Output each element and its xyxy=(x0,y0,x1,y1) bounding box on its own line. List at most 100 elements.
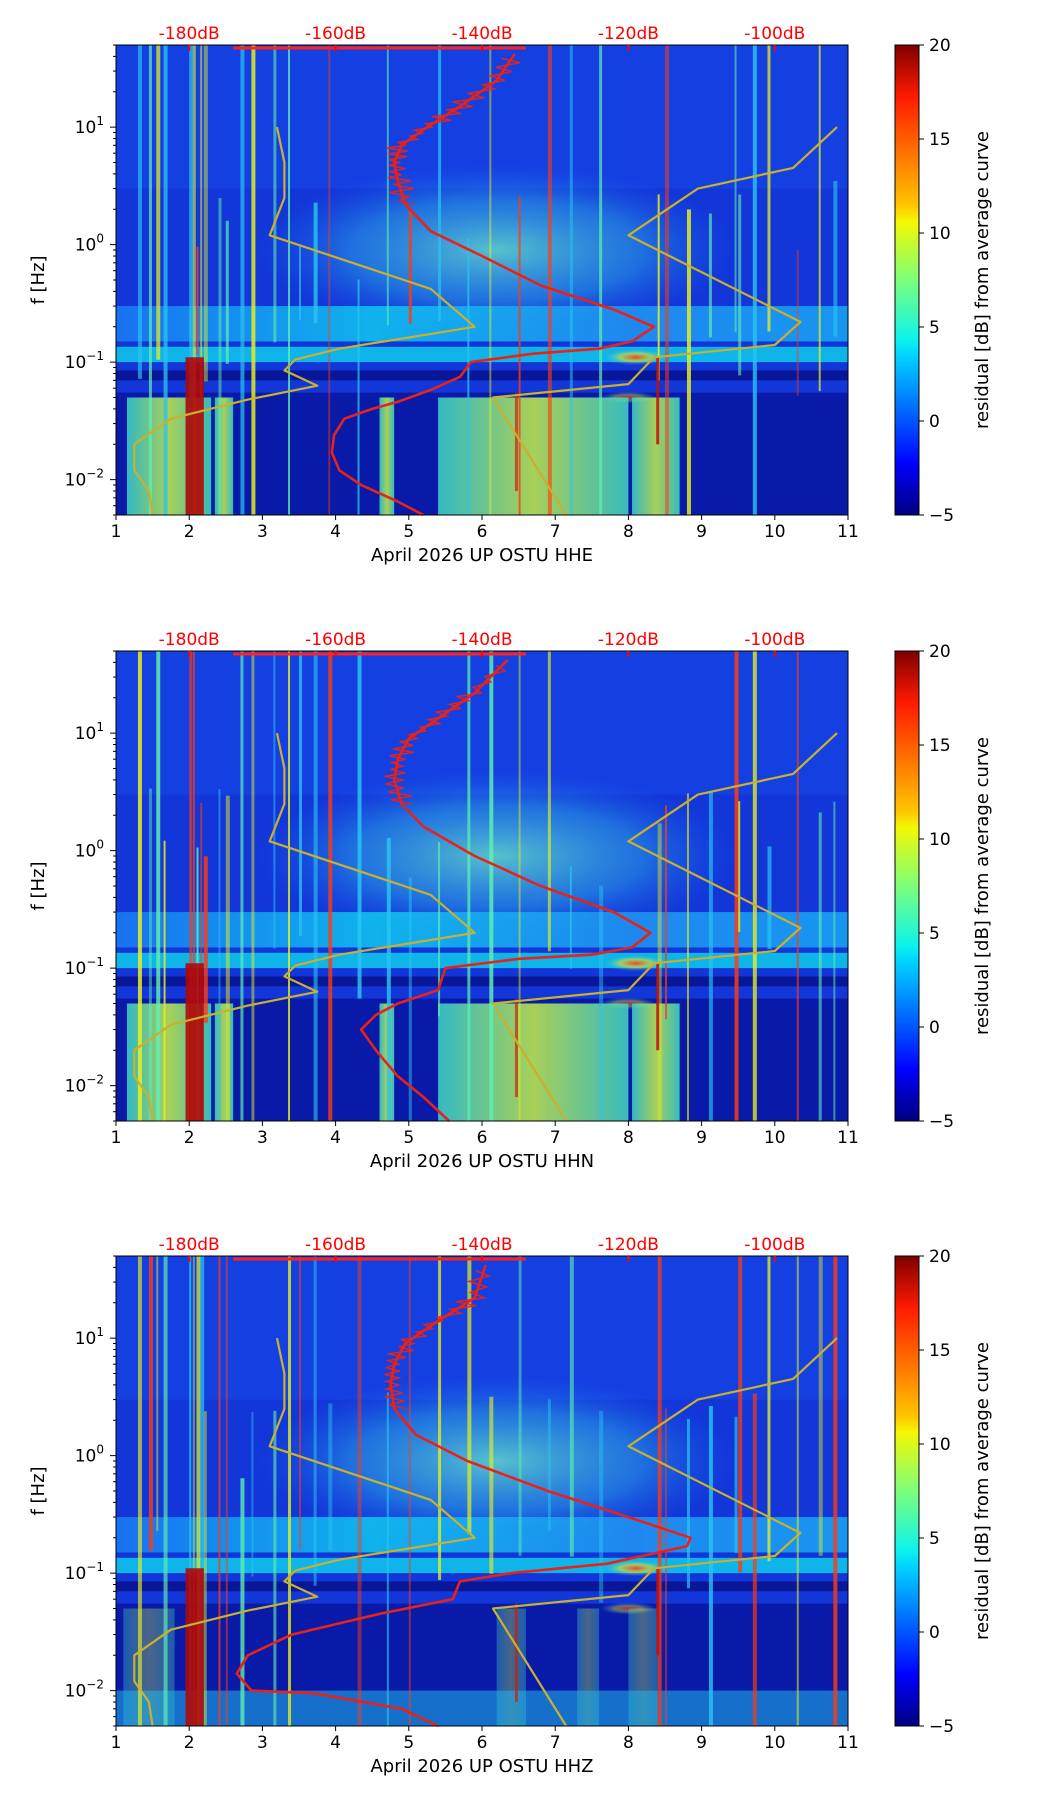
transient-streak xyxy=(767,846,772,949)
average-psd-curve xyxy=(235,1264,692,1728)
top-axis-label: -140dB xyxy=(451,630,512,650)
top-axis-label: -100dB xyxy=(744,630,805,650)
top-axis-label: -140dB xyxy=(451,1235,512,1255)
transient-streak xyxy=(467,651,471,1121)
transient-streak xyxy=(657,1256,662,1726)
low-noise-model-line xyxy=(133,126,476,516)
noise-cell xyxy=(632,1003,680,1121)
transient-streak xyxy=(163,45,168,515)
colorbar-tick-label: 20 xyxy=(929,642,951,662)
colorbar-tick-label: 5 xyxy=(929,318,940,338)
x-tick-label: 4 xyxy=(330,1733,341,1753)
transient-streak xyxy=(569,1256,574,1557)
y-axis-label: f [Hz] xyxy=(28,861,49,910)
x-axis-label: April 2026 UP OSTU HHE xyxy=(371,545,593,566)
secondary-microseism-band xyxy=(116,1517,848,1553)
transient-streak xyxy=(833,180,838,337)
transient-streak xyxy=(734,1416,738,1553)
transient-streak xyxy=(408,1256,411,1726)
y-tick-label: 101 xyxy=(75,114,104,138)
transient-streak xyxy=(657,194,660,381)
transient-streak xyxy=(203,1411,207,1726)
colorbar-tick-label: 15 xyxy=(929,130,951,150)
red-transient-spike xyxy=(185,1568,204,1726)
transient-streak xyxy=(240,45,245,515)
transient-streak xyxy=(547,1399,551,1531)
x-tick-label: 9 xyxy=(696,1128,707,1148)
x-tick-label: 1 xyxy=(111,1733,122,1753)
transient-streak xyxy=(738,194,742,376)
noise-cell xyxy=(632,397,680,515)
colorbar-tick-label: 20 xyxy=(929,1247,951,1267)
top-axis-label: -140dB xyxy=(451,24,512,44)
colorbar-tick-label: 0 xyxy=(929,412,940,432)
transient-streak xyxy=(313,651,318,1121)
red-transient-spike xyxy=(185,963,204,1121)
transient-streak xyxy=(200,802,203,1121)
red-transient-spike xyxy=(656,357,660,445)
x-tick-label: 8 xyxy=(623,522,634,542)
transient-streak xyxy=(192,45,196,515)
colorbar-tick-label: 15 xyxy=(929,1341,951,1361)
transient-streak xyxy=(818,45,821,392)
y-tick-label: 101 xyxy=(75,1325,104,1349)
transient-streak xyxy=(818,812,822,1121)
panel-0: 1 2 3 4 5 6 7 8 9 10 11 April 2026 UP OSTU HHE 10−2 1… xyxy=(28,24,993,566)
colorbar-tick-label: −5 xyxy=(929,1112,954,1132)
y-tick-label: 100 xyxy=(75,838,104,862)
colorbar-label: residual [dB] from average curve xyxy=(972,737,993,1035)
colorbar-tick-label: 10 xyxy=(929,1435,951,1455)
transient-streak xyxy=(547,651,551,952)
quiet-band xyxy=(116,370,848,381)
transient-streak xyxy=(225,795,230,1121)
transient-streak xyxy=(313,202,318,324)
x-tick-label: 3 xyxy=(257,1128,268,1148)
transient-streak xyxy=(357,651,362,999)
top-axis-label: -180dB xyxy=(159,24,220,44)
transient-streak xyxy=(163,1256,168,1726)
transient-streak xyxy=(752,45,757,515)
transient-streak xyxy=(189,45,194,515)
transient-streak xyxy=(438,842,441,1017)
x-tick-label: 2 xyxy=(184,522,195,542)
transient-streak xyxy=(686,793,689,1121)
panel-1: 1 2 3 4 5 6 7 8 9 10 11 April 2026 UP OSTU HHN 10−2 1… xyxy=(28,630,993,1172)
colorbar xyxy=(894,44,920,516)
x-tick-label: 7 xyxy=(550,522,561,542)
top-axis-label: -100dB xyxy=(744,24,805,44)
transient-streak xyxy=(708,1405,713,1726)
transient-streak xyxy=(489,45,492,515)
transient-streak xyxy=(288,651,291,1121)
transient-streak xyxy=(767,1256,771,1562)
transient-streak xyxy=(467,238,470,515)
y-axis-label: f [Hz] xyxy=(28,255,49,304)
transient-streak xyxy=(518,1256,522,1556)
x-tick-label: 9 xyxy=(696,1733,707,1753)
x-tick-label: 11 xyxy=(837,1128,859,1148)
transient-streak xyxy=(408,210,412,324)
transient-streak xyxy=(189,651,193,1121)
average-psd-curve-jitter xyxy=(383,1269,492,1410)
quiet-band xyxy=(116,976,848,987)
x-tick-label: 10 xyxy=(764,1128,786,1148)
colorbar-tick-label: 10 xyxy=(929,224,951,244)
transient-streak xyxy=(738,1256,743,1573)
transient-streak xyxy=(328,1403,333,1551)
x-tick-label: 9 xyxy=(696,522,707,542)
x-tick-label: 8 xyxy=(623,1128,634,1148)
colorbar-label: residual [dB] from average curve xyxy=(972,131,993,429)
transient-streak xyxy=(299,1256,301,1551)
transient-streak xyxy=(137,1256,142,1726)
x-tick-label: 1 xyxy=(111,522,122,542)
high-frequency-region xyxy=(116,45,848,189)
transient-streak xyxy=(192,1256,195,1726)
transient-streak xyxy=(489,1396,494,1574)
microseism-energy-blob xyxy=(255,1376,739,1547)
x-tick-label: 10 xyxy=(764,1733,786,1753)
transient-streak xyxy=(665,45,669,515)
transient-streak xyxy=(225,220,229,364)
y-tick-label: 100 xyxy=(75,1443,104,1467)
transient-streak xyxy=(657,823,662,1121)
transient-streak xyxy=(156,651,161,1121)
